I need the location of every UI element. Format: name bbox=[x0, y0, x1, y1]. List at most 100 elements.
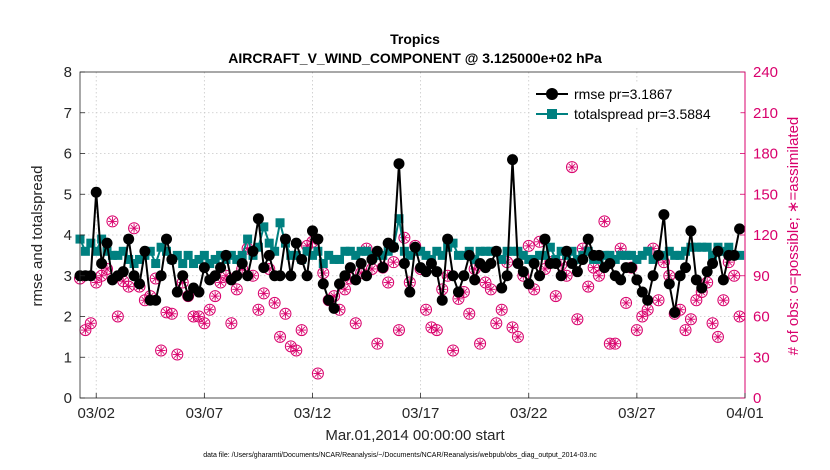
totalspread-point bbox=[535, 250, 545, 260]
y2-axis-label: # of obs: o=possible; ∗=assimilated bbox=[785, 117, 802, 356]
obs-possible-point bbox=[582, 280, 595, 293]
totalspread-point bbox=[681, 246, 691, 256]
rmse-point bbox=[90, 186, 102, 198]
totalspread-point bbox=[243, 234, 253, 244]
rmse-point bbox=[690, 274, 702, 286]
x-tick-label: 03/17 bbox=[402, 405, 440, 422]
totalspread-point bbox=[80, 246, 90, 256]
obs-assimilated-point bbox=[480, 278, 490, 288]
rmse-point bbox=[577, 253, 589, 265]
totalspread-point bbox=[335, 254, 345, 264]
obs-assimilated-point bbox=[291, 345, 301, 355]
rmse-point bbox=[285, 270, 297, 282]
obs-assimilated-point bbox=[497, 305, 507, 315]
rmse-point bbox=[312, 233, 324, 245]
obs-possible-point bbox=[420, 303, 433, 316]
obs-assimilated-point bbox=[594, 271, 604, 281]
y-tick-label: 5 bbox=[64, 186, 72, 203]
y2-tick-label: 240 bbox=[753, 64, 778, 81]
rmse-point bbox=[469, 274, 481, 286]
obs-assimilated-point bbox=[129, 223, 139, 233]
rmse-point bbox=[501, 270, 513, 282]
obs-assimilated-point bbox=[637, 312, 647, 321]
rmse-point bbox=[582, 233, 594, 245]
totalspread-point bbox=[416, 246, 426, 256]
totalspread-point bbox=[518, 250, 528, 260]
data-file-footnote: data file: /Users/gharamti/Documents/NCA… bbox=[203, 452, 597, 459]
y-tick-label: 7 bbox=[64, 105, 72, 122]
y2-tick-label: 150 bbox=[753, 186, 778, 203]
obs-assimilated-point bbox=[708, 318, 718, 328]
rmse-point bbox=[220, 249, 232, 261]
legend: rmse pr=3.1867 totalspread pr=3.5884 bbox=[531, 81, 741, 127]
rmse-point bbox=[728, 249, 740, 261]
y2-tick-label: 0 bbox=[753, 390, 761, 407]
obs-possible-point bbox=[495, 303, 508, 316]
y-tick-label: 8 bbox=[64, 64, 72, 81]
obs-possible-point bbox=[511, 330, 524, 343]
obs-assimilated-point bbox=[297, 325, 307, 335]
totalspread-point bbox=[318, 259, 328, 269]
obs-possible-point bbox=[257, 287, 270, 300]
rmse-point bbox=[674, 270, 686, 282]
rmse-point bbox=[328, 302, 340, 314]
obs-possible-point bbox=[711, 330, 724, 343]
rmse-point bbox=[236, 258, 248, 270]
totalspread-point bbox=[697, 242, 707, 252]
rmse-point bbox=[96, 258, 108, 270]
obs-assimilated-point bbox=[567, 162, 577, 172]
rmse-point bbox=[507, 154, 519, 166]
obs-assimilated-point bbox=[194, 312, 204, 321]
y2-tick-label: 90 bbox=[753, 268, 770, 285]
totalspread-point bbox=[583, 246, 593, 256]
obs-assimilated-point bbox=[718, 295, 728, 305]
totalspread-point bbox=[605, 250, 615, 260]
totalspread-point bbox=[129, 259, 139, 269]
rmse-point bbox=[534, 270, 546, 282]
chart-title: Tropics bbox=[390, 31, 440, 47]
rmse-point bbox=[425, 258, 437, 270]
obs-assimilated-point bbox=[691, 295, 701, 305]
totalspread-point bbox=[118, 246, 128, 256]
obs-assimilated-point bbox=[491, 318, 501, 328]
totalspread-point bbox=[545, 242, 555, 252]
rmse-point bbox=[344, 262, 356, 274]
obs-assimilated-point bbox=[226, 318, 236, 328]
rmse-point bbox=[317, 278, 329, 290]
rmse-point bbox=[101, 237, 113, 249]
obs-possible-point bbox=[382, 276, 395, 289]
obs-assimilated-point bbox=[383, 278, 393, 288]
obs-possible-point bbox=[371, 337, 384, 350]
obs-possible-point bbox=[155, 344, 168, 357]
obs-possible-point bbox=[171, 348, 184, 361]
obs-assimilated-point bbox=[167, 309, 177, 319]
totalspread-point bbox=[405, 250, 415, 260]
totalspread-point bbox=[475, 246, 485, 256]
totalspread-point bbox=[480, 246, 490, 256]
obs-possible-point bbox=[630, 324, 643, 337]
obs-possible-point bbox=[571, 313, 584, 326]
rmse-point bbox=[133, 278, 145, 290]
obs-assimilated-point bbox=[394, 325, 404, 335]
rmse-point bbox=[279, 233, 291, 245]
obs-assimilated-point bbox=[259, 288, 269, 298]
obs-possible-point bbox=[128, 222, 141, 235]
x-tick-label: 03/12 bbox=[294, 405, 332, 422]
totalspread-point bbox=[691, 242, 701, 252]
rmse-point bbox=[388, 241, 400, 253]
obs-assimilated-point bbox=[621, 298, 631, 308]
totalspread-point bbox=[172, 250, 182, 260]
rmse-point bbox=[306, 225, 318, 237]
rmse-point bbox=[436, 294, 448, 306]
totalspread-point bbox=[302, 246, 312, 256]
totalspread-point bbox=[470, 254, 480, 264]
obs-possible-point bbox=[209, 290, 222, 303]
totalspread-point bbox=[291, 250, 301, 260]
rmse-point bbox=[366, 253, 378, 265]
x-tick-label: 03/02 bbox=[77, 405, 115, 422]
rmse-point bbox=[512, 258, 524, 270]
y-tick-label: 2 bbox=[64, 309, 72, 326]
rmse-point bbox=[177, 270, 189, 282]
rmse-point bbox=[420, 266, 432, 278]
obs-assimilated-point bbox=[508, 322, 518, 332]
